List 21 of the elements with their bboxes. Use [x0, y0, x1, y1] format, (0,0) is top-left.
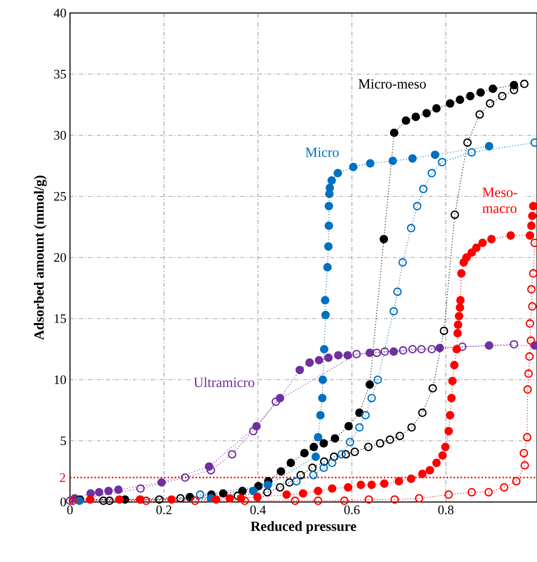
x-tick-label: 0.2: [156, 506, 172, 514]
series-label: Ultramicro: [194, 377, 254, 388]
series-label: Meso-macro: [482, 188, 518, 213]
y-tick-label: 5: [60, 436, 66, 446]
y-tick-label: 30: [54, 130, 66, 140]
x-tick-label: 0.8: [438, 506, 454, 514]
series-label: Micro: [306, 148, 339, 158]
y-tick-label: 20: [54, 253, 66, 262]
x-tick-label: 0.4: [250, 506, 266, 514]
y-tick-label: 0: [60, 498, 66, 506]
y-tick-label: 25: [54, 192, 66, 201]
y-tick-label: 40: [54, 8, 66, 18]
y-tick-label: 15: [54, 314, 66, 323]
ref-line-label: 2: [60, 473, 66, 482]
y-axis-title: Adsorbed amount (mmol/g): [34, 176, 47, 340]
series-label: Micro-meso: [358, 79, 426, 89]
x-tick-label: 0.6: [344, 506, 360, 514]
x-axis-title: Reduced pressure: [250, 521, 356, 534]
y-tick-label: 10: [54, 375, 66, 384]
x-tick-label: 0: [67, 506, 73, 514]
y-tick-label: 35: [54, 70, 66, 78]
